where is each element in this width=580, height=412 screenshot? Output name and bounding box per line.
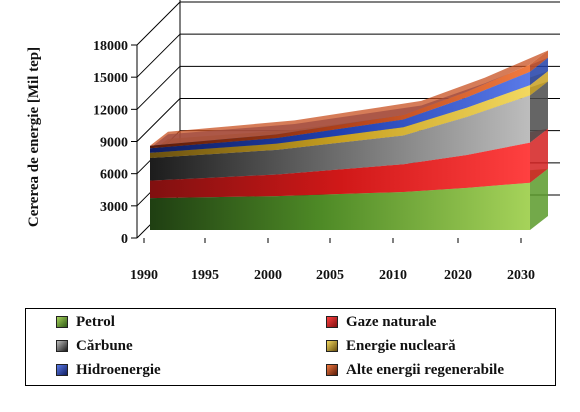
y-tick-label: 18000 xyxy=(93,39,128,54)
x-tick-label: 1995 xyxy=(191,268,219,283)
legend-swatch xyxy=(56,316,68,328)
legend-swatch xyxy=(56,340,68,352)
legend-swatch xyxy=(326,364,338,376)
x-tick-label: 2030 xyxy=(507,268,535,283)
area-Petrol xyxy=(150,182,530,230)
area-side-Energie nucleară xyxy=(530,71,548,96)
legend-label: Petrol xyxy=(76,313,115,330)
legend-swatch xyxy=(56,364,68,376)
y-tick-label: 12000 xyxy=(93,103,128,118)
legend-swatch xyxy=(326,340,338,352)
x-tick-label: 2010 xyxy=(379,268,407,283)
category-axis: 1990 1995 2000 2005 2010 2020 2030 xyxy=(130,238,535,283)
stacked-areas xyxy=(150,50,548,230)
legend-item: Energie nucleară xyxy=(326,336,456,356)
gridline-diag xyxy=(136,33,181,78)
x-tick-label: 2000 xyxy=(254,268,282,283)
value-axis: 0 3000 6000 9000 12000 15000 18000 xyxy=(93,0,181,247)
legend-item: Petrol xyxy=(56,312,115,332)
area-Cărbune xyxy=(150,95,530,181)
legend-label: Alte energii regenerabile xyxy=(346,361,504,378)
legend-label: Hidroenergie xyxy=(76,361,161,378)
area-side-Alte energii regenerabile xyxy=(530,50,548,72)
gridline-diag xyxy=(136,98,181,142)
legend-label: Gaze naturale xyxy=(346,313,437,330)
legend-swatch xyxy=(326,316,338,328)
gridline-diag xyxy=(136,1,181,46)
legend-label: Cărbune xyxy=(76,337,133,354)
area-side-Petrol xyxy=(530,168,548,230)
y-tick-label: 15000 xyxy=(93,71,128,86)
y-tick-label: 6000 xyxy=(100,168,128,183)
area-side-Gaze naturale xyxy=(530,128,548,183)
gridline-diag xyxy=(136,65,181,110)
legend-item: Hidroenergie xyxy=(56,360,161,380)
x-tick-label: 1990 xyxy=(130,268,158,283)
chart-svg: 0 3000 6000 9000 12000 15000 18000 1990 1995 200… xyxy=(26,0,560,283)
legend-item: Alte energii regenerabile xyxy=(326,360,504,380)
y-tick-label: 9000 xyxy=(100,136,128,151)
legend: Petrol Gaze naturale Cărbune Energie nuclea… xyxy=(25,308,556,386)
y-tick-label: 0 xyxy=(121,232,128,247)
legend-item: Gaze naturale xyxy=(326,312,436,332)
x-tick-label: 2020 xyxy=(444,268,472,283)
legend-label: Energie nucleară xyxy=(346,337,456,354)
legend-item: Cărbune xyxy=(56,336,133,356)
area-top-Alte energii regenerabile xyxy=(150,50,548,146)
y-axis-label: Cererea de energie [Mil tep] xyxy=(26,47,42,227)
x-tick-label: 2005 xyxy=(316,268,344,283)
area-side-Hidroenergie xyxy=(530,57,548,86)
area-Gaze naturale xyxy=(150,142,530,199)
area-side-Cărbune xyxy=(530,81,548,143)
y-tick-label: 3000 xyxy=(100,200,128,215)
area-Energie nucleară xyxy=(150,85,530,159)
